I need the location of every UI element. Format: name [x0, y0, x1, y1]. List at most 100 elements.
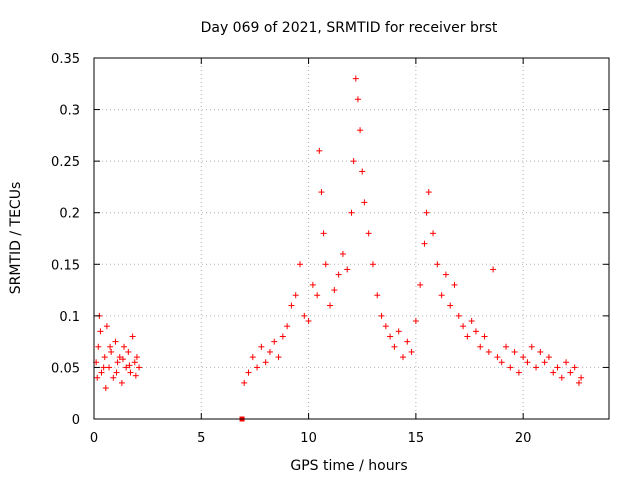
data-point — [357, 127, 364, 134]
data-point — [537, 348, 544, 355]
data-point — [305, 318, 312, 325]
y-tick-label: 0.25 — [51, 155, 80, 170]
data-point — [125, 348, 132, 355]
data-point — [494, 354, 501, 361]
data-point — [266, 348, 273, 355]
data-point — [563, 359, 570, 366]
data-point — [550, 369, 557, 376]
data-point — [438, 292, 445, 299]
x-tick-label: 20 — [515, 431, 532, 446]
data-point — [108, 348, 115, 355]
axis-ticks: 0 0.05 0.1 0.15 0.2 0.25 0.3 0.35 0 5 10 15 20 — [51, 52, 609, 446]
data-point — [490, 266, 497, 273]
data-point — [460, 323, 467, 330]
data-point — [423, 209, 430, 216]
data-point — [421, 240, 428, 247]
data-point — [254, 364, 261, 371]
data-point — [103, 323, 110, 330]
data-point — [400, 354, 406, 361]
data-point — [472, 328, 479, 335]
data-point — [344, 266, 351, 273]
data-point — [116, 354, 123, 361]
x-tick-label: 0 — [90, 431, 98, 446]
data-point — [485, 348, 492, 355]
x-axis-label: GPS time / hours — [290, 458, 407, 474]
grid — [94, 58, 609, 419]
data-point — [481, 333, 488, 340]
data-point — [464, 333, 471, 340]
data-point — [331, 287, 338, 294]
data-point — [468, 318, 475, 325]
data-point — [275, 354, 282, 361]
data-point — [425, 189, 432, 196]
data-point — [412, 318, 419, 325]
data-point — [288, 302, 295, 309]
data-point — [524, 359, 531, 366]
data-point — [279, 333, 286, 340]
y-tick-label: 0.2 — [59, 207, 80, 222]
data-point — [387, 333, 394, 340]
data-point — [578, 374, 585, 381]
data-point — [95, 343, 102, 350]
data-point — [442, 271, 449, 278]
data-point — [350, 158, 357, 165]
data-point — [301, 312, 308, 319]
data-point — [106, 364, 113, 371]
data-point — [114, 359, 121, 366]
data-point — [245, 369, 252, 376]
data-point — [316, 147, 323, 154]
data-point — [408, 348, 415, 355]
data-point — [447, 302, 454, 309]
data-point — [119, 356, 126, 363]
data-point — [297, 261, 303, 268]
data-point — [511, 348, 518, 355]
data-point — [455, 312, 462, 319]
data-point — [575, 379, 582, 386]
data-point — [348, 209, 355, 216]
data-point — [101, 354, 108, 361]
x-tick-label: 15 — [408, 431, 425, 446]
data-point — [107, 343, 114, 350]
data-point — [241, 379, 248, 386]
data-point — [129, 333, 136, 340]
data-point — [541, 359, 548, 366]
data-point — [127, 369, 134, 376]
data-point — [451, 281, 458, 288]
data-point — [554, 364, 561, 371]
data-point — [507, 364, 514, 371]
data-point — [378, 312, 385, 319]
data-point — [132, 372, 139, 379]
data-point — [404, 338, 411, 345]
data-point — [361, 199, 368, 206]
data-point — [503, 343, 509, 350]
data-point — [318, 189, 325, 196]
y-tick-label: 0.1 — [59, 310, 80, 325]
data-point — [477, 343, 484, 350]
chart-title: Day 069 of 2021, SRMTID for receiver brs… — [201, 20, 498, 36]
y-axis-label: SRMTID / TECUs — [8, 182, 24, 295]
data-point — [271, 338, 278, 345]
data-point — [102, 385, 109, 392]
data-point — [382, 323, 389, 330]
data-point — [284, 323, 291, 330]
data-point — [354, 96, 361, 103]
data-point — [417, 281, 424, 288]
data-point — [558, 374, 565, 381]
data-point — [430, 230, 437, 237]
data-point — [369, 261, 376, 268]
data-points — [93, 75, 585, 422]
data-point — [292, 292, 299, 299]
data-point — [395, 328, 402, 335]
data-point — [374, 292, 381, 299]
data-point — [94, 374, 101, 381]
data-point — [320, 230, 327, 237]
data-point — [498, 359, 505, 366]
y-tick-label: 0.15 — [51, 258, 80, 273]
data-point — [359, 168, 366, 175]
data-point — [545, 354, 552, 361]
data-point — [136, 364, 143, 371]
x-tick-label: 5 — [197, 431, 205, 446]
data-point — [528, 343, 535, 350]
plot-frame — [93, 57, 610, 420]
